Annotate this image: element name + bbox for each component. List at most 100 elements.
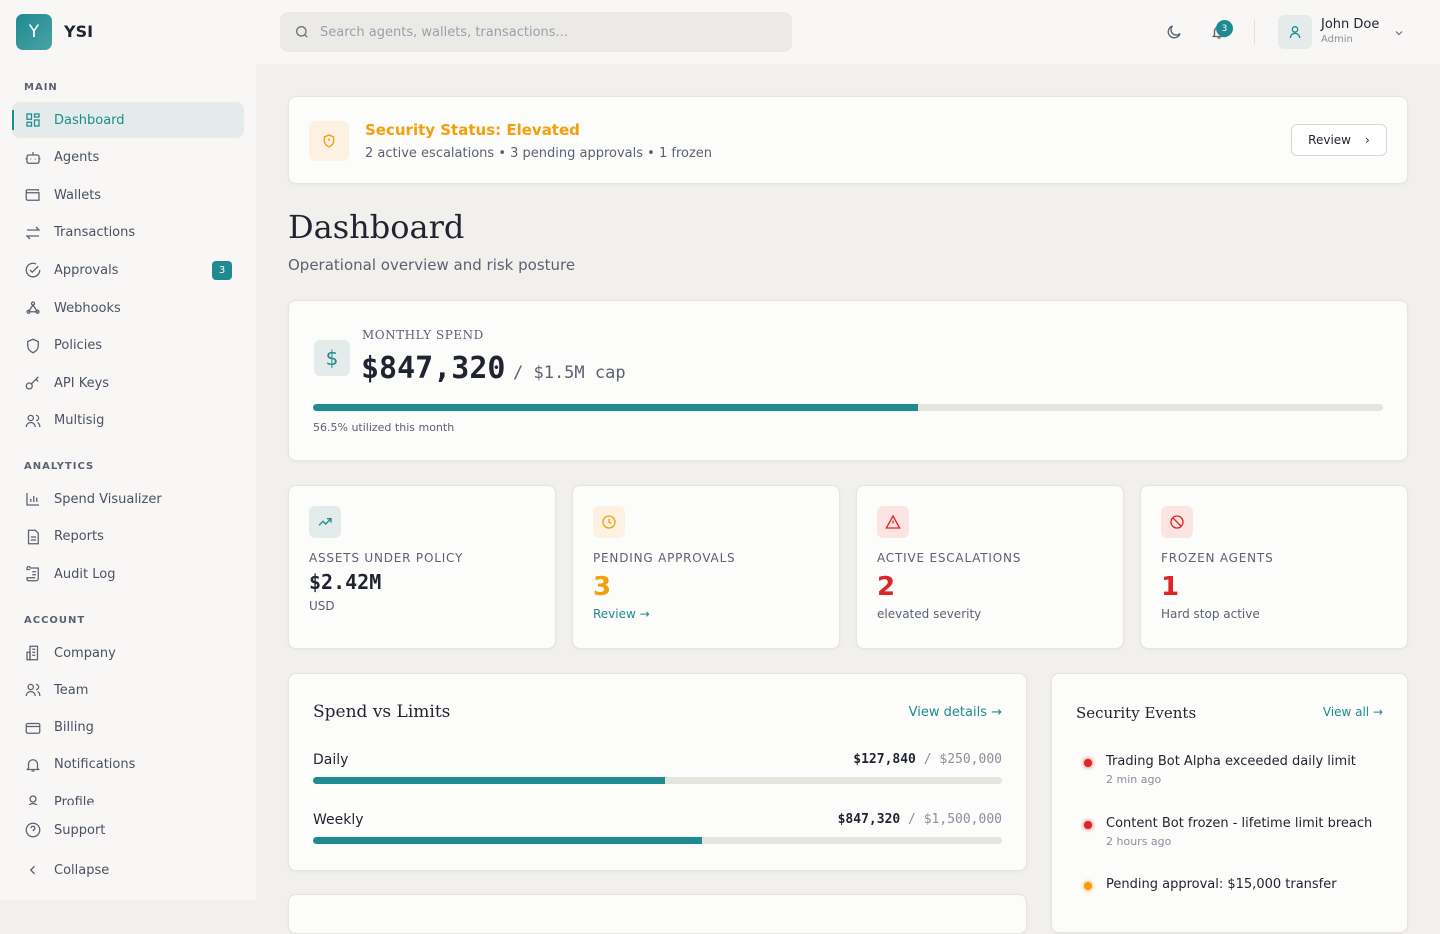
sidebar-item-spend-visualizer[interactable]: Spend Visualizer [12, 481, 244, 517]
sidebar-item-label: Company [54, 645, 116, 661]
brand-name: YSI [64, 22, 94, 41]
dashboard-icon [26, 113, 40, 127]
credit-card-icon [25, 722, 41, 734]
next-card [288, 894, 1027, 934]
scroll-icon [26, 566, 39, 582]
search-icon [296, 26, 308, 38]
view-details-link[interactable]: View details → [908, 705, 1002, 720]
sidebar-item-profile[interactable]: Profile [12, 784, 244, 805]
event-item[interactable]: Content Bot frozen - lifetime limit brea… [1084, 816, 1372, 848]
sidebar-item-wallets[interactable]: Wallets [12, 177, 244, 213]
limit-progress [313, 777, 1002, 784]
sidebar-item-dashboard[interactable]: Dashboard [12, 102, 244, 138]
stat-sub: Hard stop active [1161, 607, 1260, 621]
sidebar-item-reports[interactable]: Reports [12, 519, 244, 555]
review-button[interactable]: Review › [1291, 124, 1387, 156]
robot-icon [25, 151, 41, 164]
stat-icon-box [593, 506, 625, 538]
stat-value: 3 [593, 572, 612, 602]
stat-icon-box [309, 506, 341, 538]
sidebar-item-label: Multisig [54, 413, 105, 429]
sidebar-item-label: Webhooks [54, 300, 121, 316]
page-subtitle: Operational overview and risk posture [288, 256, 576, 274]
building-icon [26, 645, 39, 661]
search-input[interactable]: Search agents, wallets, transactions... [280, 12, 792, 52]
limit-sep: / [900, 812, 924, 827]
sidebar-item-support[interactable]: Support [12, 812, 244, 848]
sidebar-item-label: Spend Visualizer [54, 491, 162, 507]
logo[interactable]: Y [16, 14, 52, 50]
limit-sep: / [915, 752, 940, 767]
collapse-button[interactable]: Collapse [12, 852, 244, 888]
severity-dot [1084, 759, 1092, 767]
limit-row: Weekly $847,320 / $1,500,000 [313, 812, 1002, 844]
monthly-spend-card: $ MONTHLY SPEND $847,320 / $1.5M cap 56.… [288, 300, 1408, 461]
stat-label: ACTIVE ESCALATIONS [877, 551, 1022, 565]
chevron-left-icon [29, 865, 35, 875]
sidebar-item-policies[interactable]: Policies [12, 328, 244, 364]
event-item[interactable]: Pending approval: $15,000 transfer [1084, 877, 1337, 896]
section-account: ACCOUNT [24, 615, 86, 626]
user-role: Admin [1321, 34, 1353, 45]
stat-icon-box [877, 506, 909, 538]
sidebar-item-multisig[interactable]: Multisig [12, 403, 244, 439]
monthly-cap: / $1.5M cap [513, 363, 626, 383]
chevron-right-icon: › [1365, 133, 1370, 147]
limit-used: $847,320 [837, 812, 901, 827]
sidebar-item-webhooks[interactable]: Webhooks [12, 290, 244, 326]
user-icon [1289, 26, 1301, 39]
user-name: John Doe [1321, 17, 1380, 32]
section-analytics: ANALYTICS [24, 461, 95, 472]
sidebar-item-audit-log[interactable]: Audit Log [12, 556, 244, 592]
sidebar-item-notifications[interactable]: Notifications [12, 747, 244, 783]
event-text: Pending approval: $15,000 transfer [1106, 877, 1337, 892]
view-all-link[interactable]: View all → [1322, 705, 1383, 719]
stat-sub: USD [309, 599, 335, 613]
sidebar-item-billing[interactable]: Billing [12, 710, 244, 746]
sidebar-item-transactions[interactable]: Transactions [12, 215, 244, 251]
moon-icon[interactable] [1165, 23, 1183, 41]
file-icon [27, 529, 39, 544]
monthly-progress-fill [313, 404, 918, 411]
sidebar-item-agents[interactable]: Agents [12, 140, 244, 176]
stat-card-frozen-agents: FROZEN AGENTS 1 Hard stop active [1140, 485, 1408, 649]
wallet-icon [25, 189, 40, 202]
chevron-down-icon [1395, 31, 1403, 36]
security-alert: Security Status: Elevated 2 active escal… [288, 96, 1408, 184]
spend-limits-card: Spend vs Limits View details → Daily $127… [288, 673, 1027, 871]
user-menu[interactable]: John Doe Admin [1278, 15, 1428, 49]
stat-card-active-escalations: ACTIVE ESCALATIONS 2 elevated severity [856, 485, 1124, 649]
limit-row: Daily $127,840 / $250,000 [313, 752, 1002, 784]
limit-values: $127,840 / $250,000 [853, 752, 1002, 767]
sidebar: Y YSI MAIN Dashboard Agents Wallets Transac… [0, 0, 256, 900]
sidebar-item-team[interactable]: Team [12, 672, 244, 708]
sidebar-item-label: Policies [54, 338, 103, 354]
stat-icon-box [1161, 506, 1193, 538]
key-icon [25, 376, 39, 390]
users-icon [25, 414, 41, 427]
approvals-badge: 3 [212, 260, 232, 280]
monthly-label: MONTHLY SPEND [362, 328, 484, 342]
review-label: Review [1308, 133, 1351, 147]
sidebar-item-approvals[interactable]: Approvals 3 [12, 252, 244, 288]
sidebar-item-api-keys[interactable]: API Keys [12, 365, 244, 401]
event-text: Trading Bot Alpha exceeded daily limit [1106, 754, 1356, 769]
alert-icon-box [309, 121, 349, 161]
sidebar-item-company[interactable]: Company [12, 635, 244, 671]
review-link[interactable]: Review → [593, 607, 650, 621]
limit-label: Weekly [313, 812, 364, 828]
security-events-card: Security Events View all → [1051, 673, 1408, 933]
event-item[interactable]: Trading Bot Alpha exceeded daily limit 2 … [1084, 754, 1356, 786]
page-title: Dashboard [288, 208, 465, 246]
sidebar-item-label: Agents [54, 150, 100, 166]
event-time: 2 hours ago [1106, 834, 1172, 848]
shield-alert-icon [323, 134, 335, 148]
sidebar-item-label: Wallets [54, 187, 102, 203]
sidebar-item-label: Approvals [54, 262, 119, 278]
notification-badge: 3 [1216, 20, 1233, 37]
stat-value: 1 [1161, 572, 1180, 602]
event-text: Content Bot frozen - lifetime limit brea… [1106, 815, 1373, 831]
bell-icon [26, 759, 40, 772]
limit-values: $847,320 / $1,500,000 [838, 812, 1002, 827]
search-placeholder: Search agents, wallets, transactions... [320, 24, 568, 40]
